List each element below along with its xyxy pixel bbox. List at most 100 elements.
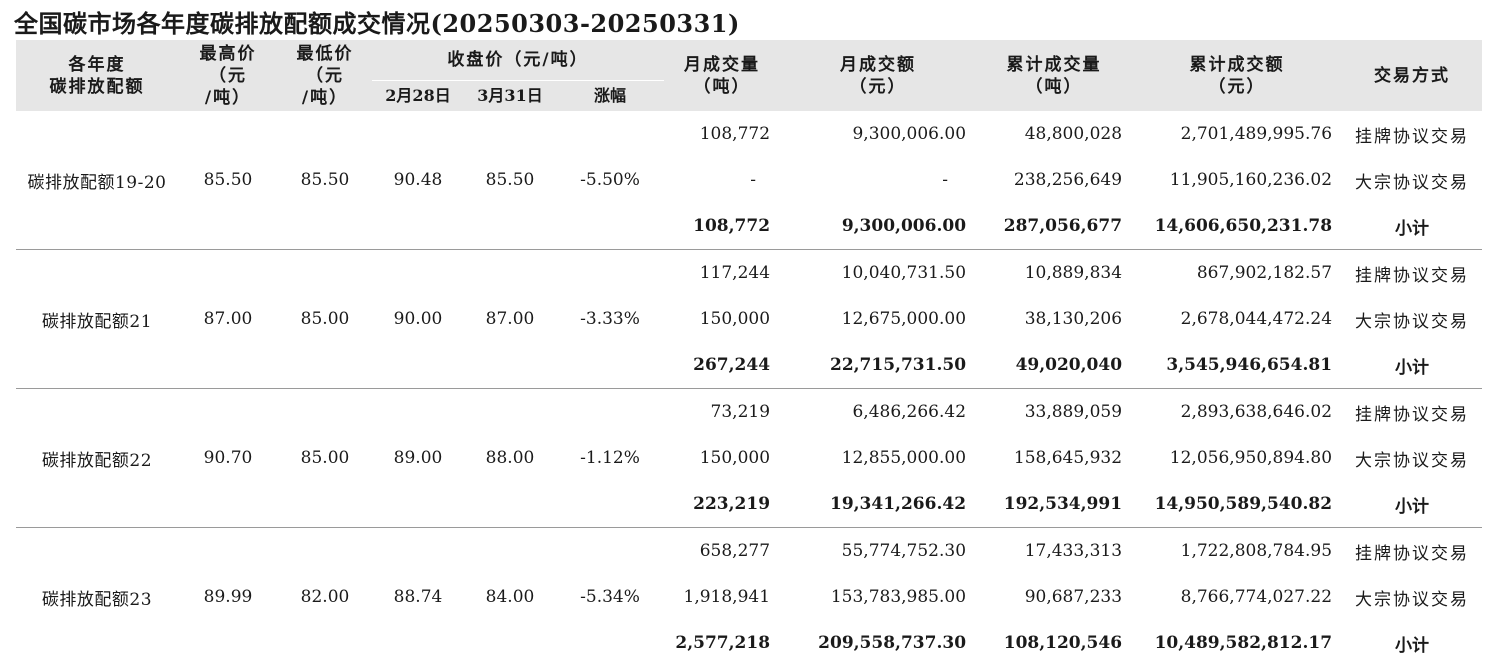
header-close-price: 收盘价（元/吨） [372, 40, 664, 81]
month-amount-cell: - [780, 157, 976, 203]
trade-mode-cell: 挂牌协议交易 [1342, 389, 1482, 436]
month-volume-cell: 150,000 [664, 296, 780, 342]
close-feb28-cell: 88.74 [372, 528, 464, 666]
cum-volume-cell: 238,256,649 [976, 157, 1132, 203]
month-volume-cell: - [664, 157, 780, 203]
month-volume-cell: 150,000 [664, 435, 780, 481]
min-price-cell: 82.00 [278, 528, 372, 666]
month-amount-cell: 12,855,000.00 [780, 435, 976, 481]
month-amount-cell: 10,040,731.50 [780, 250, 976, 297]
header-month-amount: 月成交额 （元） [780, 40, 976, 111]
cum-amount-cell: 1,722,808,784.95 [1132, 528, 1342, 575]
trade-mode-cell: 挂牌协议交易 [1342, 528, 1482, 575]
month-amount-cell: 55,774,752.30 [780, 528, 976, 575]
min-price-cell: 85.50 [278, 111, 372, 250]
month-volume-cell: 1,918,941 [664, 574, 780, 620]
trade-mode-cell: 大宗协议交易 [1342, 435, 1482, 481]
header-mode: 交易方式 [1342, 40, 1482, 111]
allowance-name-cell: 碳排放配额21 [16, 250, 178, 389]
month-volume-cell: 108,772 [664, 203, 780, 250]
month-amount-cell: 12,675,000.00 [780, 296, 976, 342]
month-amount-cell: 209,558,737.30 [780, 620, 976, 666]
close-feb28-cell: 90.00 [372, 250, 464, 389]
cum-volume-cell: 108,120,546 [976, 620, 1132, 666]
min-price-cell: 85.00 [278, 389, 372, 528]
cum-volume-cell: 38,130,206 [976, 296, 1132, 342]
month-amount-cell: 153,783,985.00 [780, 574, 976, 620]
month-volume-cell: 108,772 [664, 111, 780, 157]
month-volume-cell: 267,244 [664, 342, 780, 389]
month-volume-cell: 223,219 [664, 481, 780, 528]
min-price-cell: 85.00 [278, 250, 372, 389]
close-mar31-cell: 85.50 [464, 111, 556, 250]
page-title: 全国碳市场各年度碳排放配额成交情况(20250303-20250331) [14, 4, 740, 39]
cum-amount-cell: 14,950,589,540.82 [1132, 481, 1342, 528]
cum-volume-cell: 158,645,932 [976, 435, 1132, 481]
trade-mode-cell: 小计 [1342, 620, 1482, 666]
change-cell: -3.33% [556, 250, 664, 389]
header-month-volume: 月成交量 （吨） [664, 40, 780, 111]
cum-amount-cell: 12,056,950,894.80 [1132, 435, 1342, 481]
month-volume-cell: 658,277 [664, 528, 780, 575]
cum-amount-cell: 14,606,650,231.78 [1132, 203, 1342, 250]
cum-amount-cell: 2,678,044,472.24 [1132, 296, 1342, 342]
trade-mode-cell: 小计 [1342, 481, 1482, 528]
cum-amount-cell: 3,545,946,654.81 [1132, 342, 1342, 389]
month-amount-cell: 6,486,266.42 [780, 389, 976, 436]
header-min-price: 最低价 （元 /吨） [278, 40, 372, 111]
cum-volume-cell: 192,534,991 [976, 481, 1132, 528]
table-header: 各年度 碳排放配额 最高价 （元 /吨） 最低价 （元 /吨） 收盘价（元/吨）… [16, 40, 1482, 111]
trade-mode-cell: 大宗协议交易 [1342, 157, 1482, 203]
trade-mode-cell: 大宗协议交易 [1342, 574, 1482, 620]
trade-mode-cell: 小计 [1342, 342, 1482, 389]
close-mar31-cell: 87.00 [464, 250, 556, 389]
cum-amount-cell: 2,893,638,646.02 [1132, 389, 1342, 436]
cum-amount-cell: 867,902,182.57 [1132, 250, 1342, 297]
header-close-feb28: 2月28日 [372, 81, 464, 112]
month-volume-cell: 2,577,218 [664, 620, 780, 666]
trading-table: 各年度 碳排放配额 最高价 （元 /吨） 最低价 （元 /吨） 收盘价（元/吨）… [16, 40, 1482, 666]
month-amount-cell: 9,300,006.00 [780, 203, 976, 250]
cum-volume-cell: 17,433,313 [976, 528, 1132, 575]
close-mar31-cell: 84.00 [464, 528, 556, 666]
trade-mode-cell: 挂牌协议交易 [1342, 250, 1482, 297]
cum-volume-cell: 10,889,834 [976, 250, 1132, 297]
header-change: 涨幅 [556, 81, 664, 112]
cum-volume-cell: 49,020,040 [976, 342, 1132, 389]
header-year: 各年度 碳排放配额 [16, 40, 178, 111]
change-cell: -1.12% [556, 389, 664, 528]
max-price-cell: 90.70 [178, 389, 278, 528]
trade-mode-cell: 挂牌协议交易 [1342, 111, 1482, 157]
header-close-mar31: 3月31日 [464, 81, 556, 112]
month-amount-cell: 9,300,006.00 [780, 111, 976, 157]
cum-volume-cell: 48,800,028 [976, 111, 1132, 157]
month-amount-cell: 22,715,731.50 [780, 342, 976, 389]
trade-mode-cell: 小计 [1342, 203, 1482, 250]
cum-amount-cell: 10,489,582,812.17 [1132, 620, 1342, 666]
max-price-cell: 85.50 [178, 111, 278, 250]
max-price-cell: 89.99 [178, 528, 278, 666]
header-cum-volume: 累计成交量 （吨） [976, 40, 1132, 111]
cum-volume-cell: 33,889,059 [976, 389, 1132, 436]
allowance-name-cell: 碳排放配额23 [16, 528, 178, 666]
cum-amount-cell: 2,701,489,995.76 [1132, 111, 1342, 157]
header-max-price: 最高价 （元 /吨） [178, 40, 278, 111]
trade-mode-cell: 大宗协议交易 [1342, 296, 1482, 342]
close-mar31-cell: 88.00 [464, 389, 556, 528]
cum-amount-cell: 11,905,160,236.02 [1132, 157, 1342, 203]
change-cell: -5.50% [556, 111, 664, 250]
cum-volume-cell: 90,687,233 [976, 574, 1132, 620]
month-volume-cell: 73,219 [664, 389, 780, 436]
close-feb28-cell: 89.00 [372, 389, 464, 528]
change-cell: -5.34% [556, 528, 664, 666]
month-volume-cell: 117,244 [664, 250, 780, 297]
allowance-name-cell: 碳排放配额19-20 [16, 111, 178, 250]
cum-volume-cell: 287,056,677 [976, 203, 1132, 250]
close-feb28-cell: 90.48 [372, 111, 464, 250]
cum-amount-cell: 8,766,774,027.22 [1132, 574, 1342, 620]
